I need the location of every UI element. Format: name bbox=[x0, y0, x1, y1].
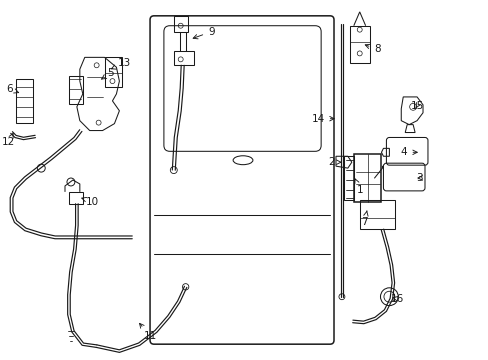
Bar bbox=[69, 76, 82, 104]
Bar bbox=[343, 156, 353, 200]
Text: 3: 3 bbox=[415, 173, 422, 183]
Bar bbox=[69, 192, 82, 204]
Circle shape bbox=[37, 164, 45, 172]
Bar bbox=[173, 51, 193, 65]
Bar bbox=[349, 26, 369, 63]
Text: 1: 1 bbox=[354, 179, 362, 195]
Text: 16: 16 bbox=[390, 294, 403, 304]
Text: 11: 11 bbox=[139, 323, 156, 341]
Circle shape bbox=[182, 284, 188, 290]
Text: 15: 15 bbox=[409, 101, 423, 111]
Text: 9: 9 bbox=[193, 27, 214, 39]
Bar bbox=[173, 16, 187, 32]
Text: 12: 12 bbox=[2, 134, 15, 147]
Bar bbox=[359, 200, 394, 229]
Text: 4: 4 bbox=[400, 147, 416, 157]
Bar bbox=[353, 154, 381, 202]
Text: 5: 5 bbox=[102, 68, 114, 79]
Text: 14: 14 bbox=[311, 114, 333, 124]
Circle shape bbox=[338, 294, 344, 300]
Text: 2: 2 bbox=[328, 157, 341, 167]
Text: 8: 8 bbox=[365, 44, 380, 54]
Text: 7: 7 bbox=[361, 211, 367, 226]
Bar bbox=[16, 79, 33, 123]
Text: 6: 6 bbox=[6, 84, 19, 94]
Circle shape bbox=[67, 178, 75, 186]
Bar bbox=[104, 57, 122, 87]
Text: 13: 13 bbox=[111, 58, 131, 69]
Text: 10: 10 bbox=[81, 197, 99, 207]
Circle shape bbox=[170, 167, 177, 174]
